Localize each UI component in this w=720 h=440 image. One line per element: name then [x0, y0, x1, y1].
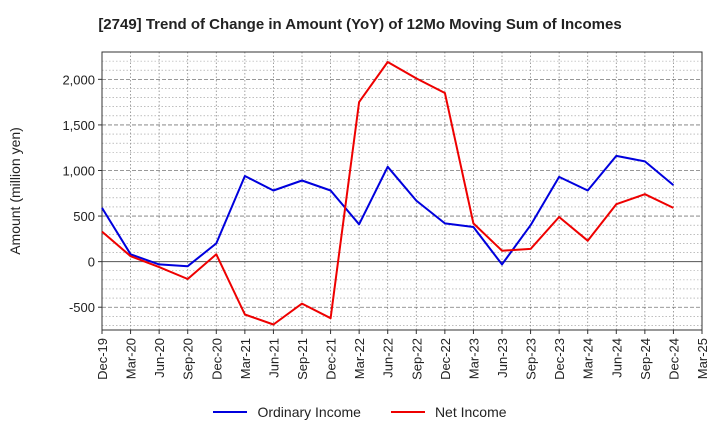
x-tick-label: Mar-21 — [238, 338, 253, 379]
plot-area — [101, 51, 703, 331]
x-tick-label: Mar-24 — [581, 338, 596, 379]
x-tick-label: Sep-24 — [638, 338, 653, 380]
x-tick-label: Sep-23 — [524, 338, 539, 380]
x-tick-label: Jun-22 — [381, 338, 396, 378]
x-tick-label: Mar-25 — [695, 338, 710, 379]
legend-swatch-ordinary-income — [213, 411, 248, 413]
x-tick-label: Dec-24 — [666, 338, 681, 380]
legend-label-net-income: Net Income — [434, 404, 507, 420]
y-tick-label: -500 — [69, 300, 95, 315]
x-tick-label: Sep-22 — [409, 338, 424, 380]
y-tick-label: 500 — [73, 209, 95, 224]
legend-item-net-income: Net Income — [390, 404, 507, 420]
legend: Ordinary Income Net Income — [0, 404, 720, 420]
series-line-ordinary-income — [101, 154, 675, 268]
x-tick-label: Jun-23 — [495, 338, 510, 378]
legend-swatch-net-income — [390, 411, 425, 413]
x-tick-label: Mar-20 — [124, 338, 139, 379]
legend-item-ordinary-income: Ordinary Income — [213, 404, 361, 420]
y-tick-label: 1,000 — [62, 163, 95, 178]
x-tick-label: Dec-20 — [209, 338, 224, 380]
y-tick-label: 2,000 — [62, 72, 95, 87]
y-axis-label: Amount (million yen) — [7, 127, 23, 255]
series-line-net-income — [101, 61, 674, 326]
chart-title: [2749] Trend of Change in Amount (YoY) o… — [98, 16, 622, 33]
x-tick-label: Dec-19 — [95, 338, 110, 380]
y-tick-label: 1,500 — [62, 118, 95, 133]
x-tick-label: Jun-20 — [152, 338, 167, 378]
x-tick-label: Mar-23 — [466, 338, 481, 379]
x-tick-label: Sep-21 — [295, 338, 310, 380]
legend-label-ordinary-income: Ordinary Income — [257, 404, 361, 420]
y-tick-label: 0 — [88, 255, 95, 270]
x-tick-label: Jun-21 — [266, 338, 281, 378]
x-tick-label: Mar-22 — [352, 338, 367, 379]
x-tick-label: Sep-20 — [181, 338, 196, 380]
x-tick-label: Dec-21 — [324, 338, 339, 380]
x-tick-label: Dec-22 — [438, 338, 453, 380]
x-tick-label: Dec-23 — [552, 338, 567, 380]
x-tick-label: Jun-24 — [609, 338, 624, 378]
